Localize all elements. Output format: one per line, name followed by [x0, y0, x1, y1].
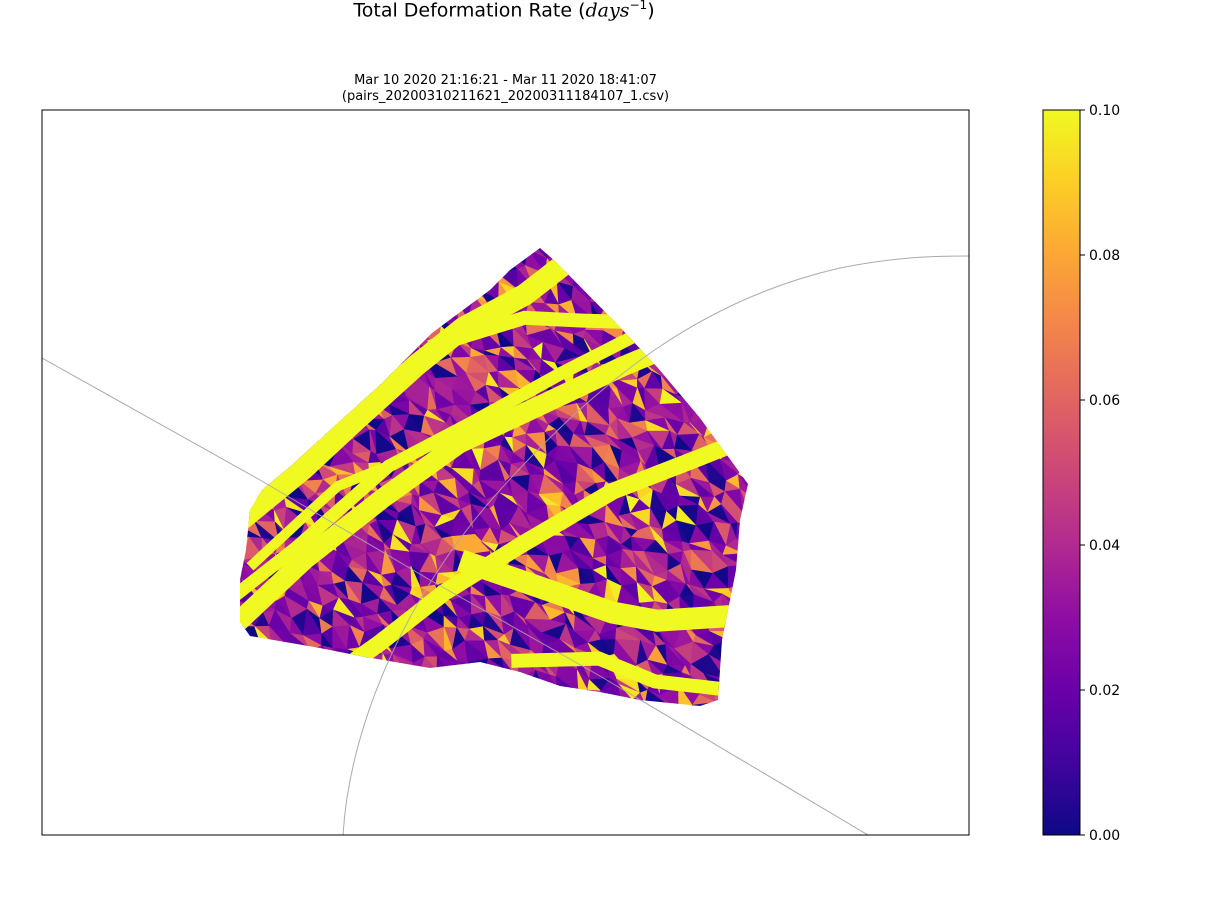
colorbar: 0.00 0.02 0.04 0.06 0.08 0.10 — [1042, 103, 1120, 844]
colorbar-tick-label: 0.04 — [1089, 538, 1120, 554]
colorbar-gradient — [1043, 110, 1080, 835]
mesh-triangle — [659, 695, 679, 706]
map-axes-border — [41, 109, 970, 836]
chart-title-units: days — [585, 0, 630, 22]
colorbar-tick-label: 0.08 — [1089, 248, 1120, 264]
colorbar-border — [1042, 109, 1081, 836]
chart-title: Total Deformation Rate (days−1) — [353, 0, 655, 22]
deformation-band — [246, 461, 390, 571]
graticule-meridian-overlay — [240, 357, 748, 706]
chart-title-text: Total Deformation Rate — [353, 0, 573, 22]
deformation-band — [511, 651, 728, 697]
deformation-band — [427, 310, 647, 354]
subtitle-filename: (pairs_20200310211621_20200311184107_1.c… — [341, 89, 670, 104]
colorbar-tick-label: 0.06 — [1089, 393, 1120, 409]
chart-title-exponent: −1 — [629, 0, 648, 12]
colorbar-tick-label: 0.02 — [1089, 683, 1120, 699]
deformation-band — [287, 421, 748, 706]
colorbar-ticks: 0.00 0.02 0.04 0.06 0.08 0.10 — [1080, 103, 1120, 844]
mesh-triangle — [691, 702, 717, 706]
colorbar-tick-label: 0.00 — [1089, 828, 1120, 844]
deformation-band — [457, 549, 743, 632]
subtitle-date-range: Mar 10 2020 21:16:21 - Mar 11 2020 18:41… — [354, 73, 657, 88]
deformation-band — [240, 248, 585, 548]
colorbar-tick-label: 0.10 — [1089, 103, 1120, 119]
